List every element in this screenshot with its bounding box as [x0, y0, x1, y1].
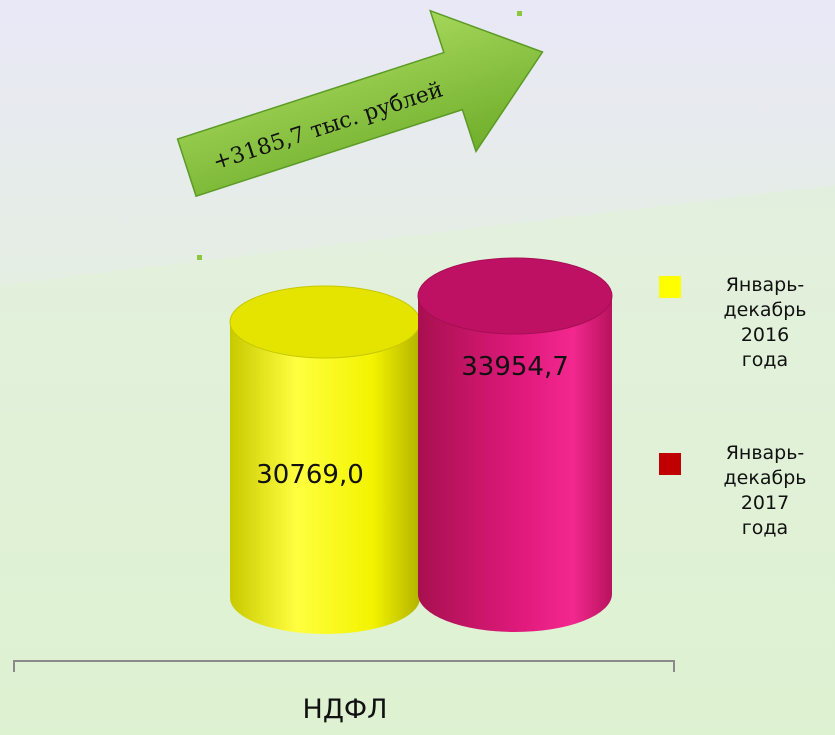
- legend-swatch-2017: [659, 453, 681, 475]
- category-axis: [13, 660, 675, 672]
- bar-2016-value-label: 30769,0: [256, 460, 364, 490]
- growth-arrow: +3185,7 тыс. рублей: [176, 9, 544, 198]
- bar-2016-body: [230, 286, 420, 634]
- bar-2017-body: [418, 258, 612, 632]
- legend-label-2016: Январь- декабрь 2016 года: [723, 274, 807, 371]
- bar-2016-top: [229, 285, 421, 359]
- legend-entry-2016: Январь- декабрь 2016 года: [715, 273, 815, 373]
- legend-entry-2017: Январь- декабрь 2017 года: [715, 441, 815, 541]
- decor-dot: [197, 255, 202, 260]
- category-label: НДФЛ: [302, 694, 388, 725]
- bar-2017-top: [417, 257, 613, 335]
- decor-dot: [517, 11, 522, 16]
- legend-swatch-2016: [659, 276, 681, 298]
- legend-label-2017: Январь- декабрь 2017 года: [723, 442, 807, 539]
- bar-2017-value-label: 33954,7: [461, 352, 569, 382]
- bar-2017-cylinder: [417, 257, 613, 632]
- bar-2016-cylinder: [229, 285, 421, 634]
